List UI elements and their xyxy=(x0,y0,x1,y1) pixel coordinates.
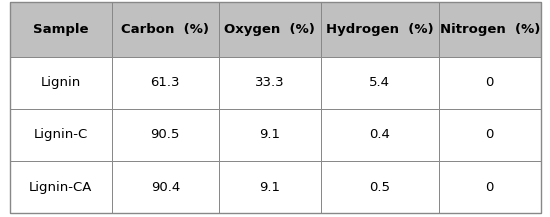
Text: 0.4: 0.4 xyxy=(370,128,390,141)
Text: Lignin: Lignin xyxy=(41,76,81,89)
Text: 9.1: 9.1 xyxy=(259,181,281,194)
Bar xyxy=(439,109,541,161)
Bar xyxy=(10,2,112,57)
Text: 0.5: 0.5 xyxy=(369,181,390,194)
Bar xyxy=(112,2,219,57)
Text: 0: 0 xyxy=(486,181,494,194)
Text: 33.3: 33.3 xyxy=(255,76,284,89)
Bar xyxy=(219,109,321,161)
Text: 0: 0 xyxy=(486,128,494,141)
Bar xyxy=(321,57,439,109)
Text: 61.3: 61.3 xyxy=(151,76,180,89)
Text: 5.4: 5.4 xyxy=(369,76,390,89)
Bar xyxy=(112,161,219,213)
Text: 0: 0 xyxy=(486,76,494,89)
Text: Lignin-CA: Lignin-CA xyxy=(29,181,92,194)
Text: Lignin-C: Lignin-C xyxy=(34,128,88,141)
Text: Nitrogen  (%): Nitrogen (%) xyxy=(439,23,540,36)
Bar xyxy=(321,161,439,213)
Bar xyxy=(321,2,439,57)
Bar xyxy=(219,57,321,109)
Bar xyxy=(112,109,219,161)
Text: 9.1: 9.1 xyxy=(259,128,281,141)
Bar xyxy=(10,57,112,109)
Bar xyxy=(439,57,541,109)
Bar xyxy=(112,57,219,109)
Text: 90.4: 90.4 xyxy=(151,181,180,194)
Text: Carbon  (%): Carbon (%) xyxy=(121,23,209,36)
Text: 90.5: 90.5 xyxy=(151,128,180,141)
Bar xyxy=(439,2,541,57)
Text: Oxygen  (%): Oxygen (%) xyxy=(224,23,315,36)
Bar xyxy=(219,2,321,57)
Bar xyxy=(439,161,541,213)
Bar xyxy=(219,161,321,213)
Bar xyxy=(321,109,439,161)
Text: Sample: Sample xyxy=(33,23,89,36)
Text: Hydrogen  (%): Hydrogen (%) xyxy=(326,23,433,36)
Bar xyxy=(10,109,112,161)
Bar xyxy=(10,161,112,213)
